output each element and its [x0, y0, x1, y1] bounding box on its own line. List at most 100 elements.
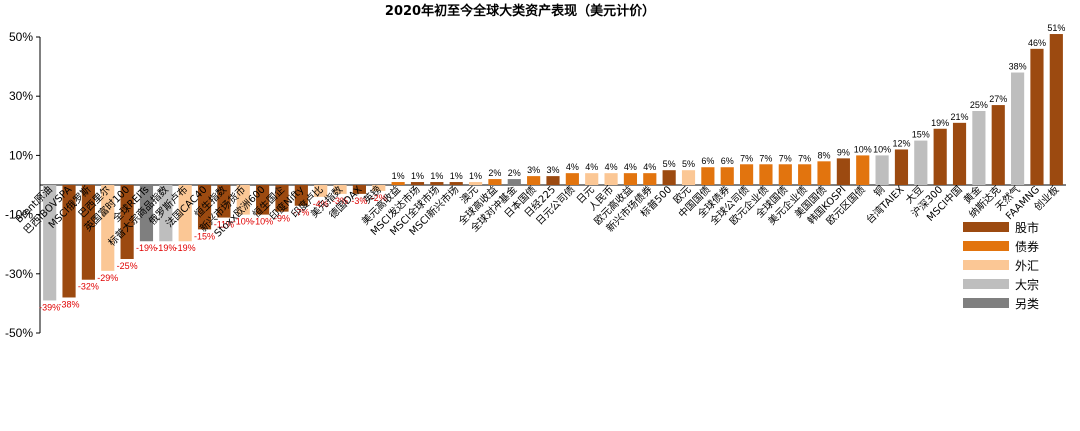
data-label: -25%	[117, 261, 138, 271]
data-label: -29%	[97, 273, 118, 283]
legend-label: 另类	[1015, 297, 1039, 311]
data-label: 15%	[912, 130, 930, 140]
legend-swatch	[963, 298, 1009, 308]
data-label: 5%	[682, 159, 695, 169]
data-label: 3%	[527, 165, 540, 175]
data-label: -4%	[313, 199, 329, 209]
bar	[585, 173, 599, 185]
y-tick-label: -50%	[5, 326, 33, 340]
data-label: -39%	[39, 302, 60, 312]
bar	[449, 182, 463, 185]
bar	[546, 176, 560, 185]
data-label: -19%	[155, 243, 176, 253]
legend-label: 股市	[1015, 220, 1039, 235]
bar	[643, 173, 657, 185]
bar	[178, 185, 192, 242]
data-label: -19%	[136, 243, 157, 253]
y-tick-label: -30%	[5, 267, 33, 281]
bar	[817, 161, 831, 185]
legend-swatch	[963, 260, 1009, 270]
legend-swatch	[963, 241, 1009, 251]
data-label: 2%	[508, 168, 521, 178]
bar	[836, 158, 850, 185]
data-label: 1%	[411, 171, 424, 181]
y-tick-label: -10%	[5, 208, 33, 222]
bar	[256, 185, 270, 215]
data-label: 38%	[1009, 62, 1027, 72]
bar	[410, 182, 425, 185]
data-label: 4%	[624, 162, 637, 172]
legend-label: 大宗	[1015, 277, 1039, 292]
data-label: 3%	[546, 165, 559, 175]
data-label: 27%	[989, 94, 1007, 104]
bar	[372, 185, 386, 191]
bar	[391, 182, 405, 185]
bar	[159, 185, 173, 242]
data-label: -10%	[252, 217, 273, 227]
bar	[468, 182, 483, 185]
bar	[430, 182, 444, 185]
bar	[681, 170, 696, 185]
data-label: -32%	[78, 282, 99, 292]
y-tick-label: 10%	[9, 148, 33, 162]
bar	[527, 176, 541, 185]
data-label: -7%	[293, 208, 309, 218]
data-label: 2%	[488, 168, 501, 178]
data-label: -11%	[214, 220, 234, 230]
bar	[488, 179, 502, 185]
data-label: -10%	[233, 217, 254, 227]
bar	[875, 155, 889, 185]
bar	[894, 149, 909, 185]
data-label: 6%	[701, 156, 714, 166]
bar	[798, 164, 812, 185]
data-label: -38%	[59, 299, 80, 309]
bar	[197, 185, 212, 230]
data-label: 1%	[450, 171, 463, 181]
bar	[62, 185, 76, 298]
bar	[565, 173, 579, 185]
data-label: 5%	[663, 159, 676, 169]
data-labels-group: -39%-38%-32%-29%-25%-19%-19%-19%-15%-11%…	[39, 23, 1065, 312]
bar	[701, 167, 715, 185]
bar	[720, 167, 734, 185]
bar	[759, 164, 773, 185]
data-label: -15%	[194, 231, 215, 241]
bar	[333, 185, 347, 194]
bar	[933, 128, 947, 185]
data-label: 7%	[798, 153, 811, 163]
data-label: 1%	[469, 171, 482, 181]
legend-swatch	[963, 279, 1009, 289]
y-tick-label: 50%	[9, 30, 33, 44]
bar	[662, 170, 676, 185]
category-label: 铜	[872, 184, 888, 200]
bar	[856, 155, 870, 185]
data-label: 8%	[818, 150, 831, 160]
data-label: 12%	[892, 138, 910, 148]
bar	[507, 179, 521, 185]
chart-title: 2020年初至今全球大类资产表现（美元计价）	[385, 3, 655, 19]
data-label: -2%	[371, 193, 387, 203]
legend-label: 外汇	[1015, 259, 1039, 273]
data-label: -3%	[332, 196, 348, 206]
bar	[1011, 72, 1025, 185]
bar	[991, 105, 1005, 185]
legend-label: 债券	[1015, 239, 1039, 254]
data-label: 4%	[605, 162, 618, 172]
bar	[314, 185, 328, 197]
data-label: 7%	[740, 153, 753, 163]
data-label: 10%	[873, 144, 891, 154]
bar	[101, 185, 115, 271]
y-tick-label: 30%	[9, 89, 33, 103]
data-label: -9%	[274, 214, 290, 224]
data-label: -19%	[175, 243, 196, 253]
bar	[43, 185, 57, 301]
data-label: 4%	[643, 162, 656, 172]
data-label: 46%	[1028, 38, 1046, 48]
bar	[623, 173, 638, 185]
data-label: 1%	[430, 171, 443, 181]
bar	[294, 185, 308, 206]
bar	[139, 185, 154, 242]
data-label: 7%	[779, 153, 792, 163]
bar	[275, 185, 289, 212]
